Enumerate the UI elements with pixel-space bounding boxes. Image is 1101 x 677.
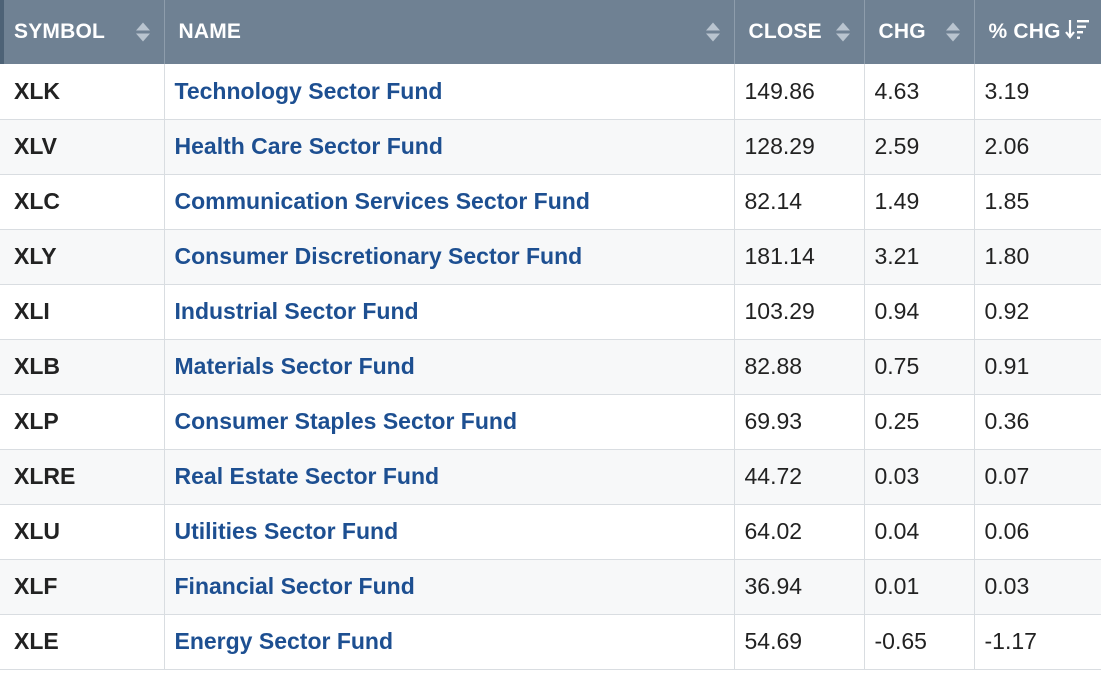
chg-cell: 3.21 [864,229,975,285]
chg-cell: -0.65 [864,614,975,670]
column-header-chg[interactable]: CHG [864,0,975,64]
table-row: XLP Consumer Staples Sector Fund 69.93 0… [0,394,1101,450]
fund-name-link[interactable]: Utilities Sector Fund [164,504,735,560]
table-row: XLB Materials Sector Fund 82.88 0.75 0.9… [0,339,1101,395]
close-cell: 149.86 [734,64,865,120]
pct-chg-cell: 0.36 [974,394,1101,450]
column-header-label: NAME [178,20,242,43]
fund-name-link[interactable]: Health Care Sector Fund [164,119,735,175]
fund-name-link[interactable]: Materials Sector Fund [164,339,735,395]
column-header-label: SYMBOL [14,20,106,43]
column-header-pct-chg[interactable]: % CHG [974,0,1101,64]
sort-toggle-icon[interactable] [705,22,720,42]
table-row: XLY Consumer Discretionary Sector Fund 1… [0,229,1101,285]
close-cell: 44.72 [734,449,865,505]
table-row: XLF Financial Sector Fund 36.94 0.01 0.0… [0,559,1101,615]
pct-chg-cell: 0.03 [974,559,1101,615]
sort-toggle-icon[interactable] [835,22,850,42]
symbol-cell: XLI [0,284,165,340]
symbol-cell: XLC [0,174,165,230]
column-header-close[interactable]: CLOSE [734,0,865,64]
fund-name-link[interactable]: Consumer Discretionary Sector Fund [164,229,735,285]
table-row: XLRE Real Estate Sector Fund 44.72 0.03 … [0,449,1101,505]
table-row: XLI Industrial Sector Fund 103.29 0.94 0… [0,284,1101,340]
fund-name-link[interactable]: Communication Services Sector Fund [164,174,735,230]
close-cell: 64.02 [734,504,865,560]
fund-name-link[interactable]: Technology Sector Fund [164,64,735,120]
chg-cell: 0.01 [864,559,975,615]
pct-chg-cell: -1.17 [974,614,1101,670]
symbol-cell: XLP [0,394,165,450]
pct-chg-cell: 1.80 [974,229,1101,285]
chg-cell: 2.59 [864,119,975,175]
pct-chg-cell: 0.91 [974,339,1101,395]
symbol-cell: XLU [0,504,165,560]
fund-name-link[interactable]: Real Estate Sector Fund [164,449,735,505]
close-cell: 82.14 [734,174,865,230]
chg-cell: 0.25 [864,394,975,450]
symbol-cell: XLK [0,64,165,120]
fund-name-link[interactable]: Industrial Sector Fund [164,284,735,340]
pct-chg-cell: 3.19 [974,64,1101,120]
close-cell: 128.29 [734,119,865,175]
chg-cell: 0.75 [864,339,975,395]
close-cell: 181.14 [734,229,865,285]
column-header-symbol[interactable]: SYMBOL [0,0,165,64]
table-row: XLV Health Care Sector Fund 128.29 2.59 … [0,119,1101,175]
pct-chg-cell: 1.85 [974,174,1101,230]
chg-cell: 0.03 [864,449,975,505]
chg-cell: 4.63 [864,64,975,120]
column-header-name[interactable]: NAME [164,0,735,64]
chg-cell: 1.49 [864,174,975,230]
close-cell: 36.94 [734,559,865,615]
table-row: XLC Communication Services Sector Fund 8… [0,174,1101,230]
column-header-label: CHG [878,20,926,43]
close-cell: 69.93 [734,394,865,450]
close-cell: 54.69 [734,614,865,670]
sort-toggle-icon[interactable] [135,22,150,42]
symbol-cell: XLF [0,559,165,615]
fund-name-link[interactable]: Financial Sector Fund [164,559,735,615]
close-cell: 103.29 [734,284,865,340]
table-row: XLK Technology Sector Fund 149.86 4.63 3… [0,64,1101,120]
symbol-cell: XLV [0,119,165,175]
header-edge [0,0,4,64]
chg-cell: 0.94 [864,284,975,340]
symbol-cell: XLB [0,339,165,395]
symbol-cell: XLRE [0,449,165,505]
table-header-row: SYMBOL NAME CLOSE CHG % CHG [0,0,1101,64]
sort-toggle-icon[interactable] [945,22,960,42]
close-cell: 82.88 [734,339,865,395]
sort-descending-icon[interactable] [1065,17,1091,47]
column-header-label: % CHG [988,20,1061,43]
table-row: XLU Utilities Sector Fund 64.02 0.04 0.0… [0,504,1101,560]
fund-name-link[interactable]: Energy Sector Fund [164,614,735,670]
symbol-cell: XLY [0,229,165,285]
symbol-cell: XLE [0,614,165,670]
pct-chg-cell: 2.06 [974,119,1101,175]
column-header-label: CLOSE [748,20,822,43]
pct-chg-cell: 0.92 [974,284,1101,340]
table-row: XLE Energy Sector Fund 54.69 -0.65 -1.17 [0,614,1101,670]
chg-cell: 0.04 [864,504,975,560]
pct-chg-cell: 0.07 [974,449,1101,505]
pct-chg-cell: 0.06 [974,504,1101,560]
fund-name-link[interactable]: Consumer Staples Sector Fund [164,394,735,450]
